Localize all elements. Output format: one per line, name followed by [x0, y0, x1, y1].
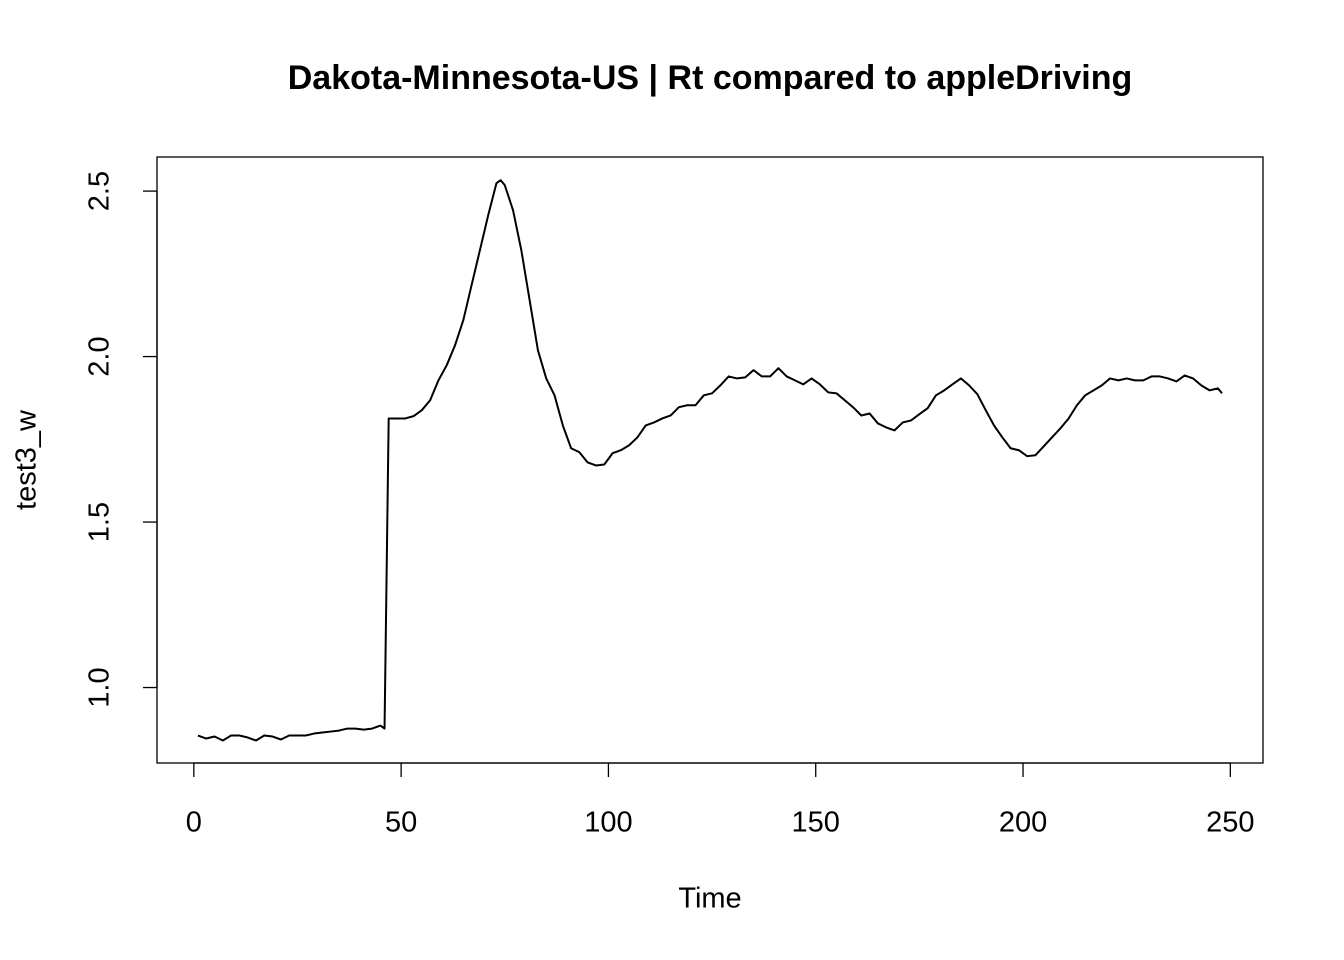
y-tick-label: 2.5 — [84, 171, 116, 211]
data-line — [197, 179, 1223, 742]
x-tick-label: 250 — [1206, 807, 1254, 839]
x-axis-label: Time — [678, 883, 741, 915]
y-tick-label: 1.0 — [84, 667, 116, 707]
x-tick-label: 200 — [999, 807, 1047, 839]
y-tick-label: 2.0 — [84, 336, 116, 376]
plot-frame — [156, 156, 1264, 764]
chart-title: Dakota-Minnesota-US | Rt compared to app… — [288, 59, 1133, 97]
x-tick-label: 50 — [385, 807, 417, 839]
y-axis-label: test3_w — [11, 409, 43, 510]
x-tick-label: 0 — [186, 807, 202, 839]
x-tick-label: 100 — [584, 807, 632, 839]
x-tick-label: 150 — [792, 807, 840, 839]
y-tick-label: 1.5 — [84, 502, 116, 542]
